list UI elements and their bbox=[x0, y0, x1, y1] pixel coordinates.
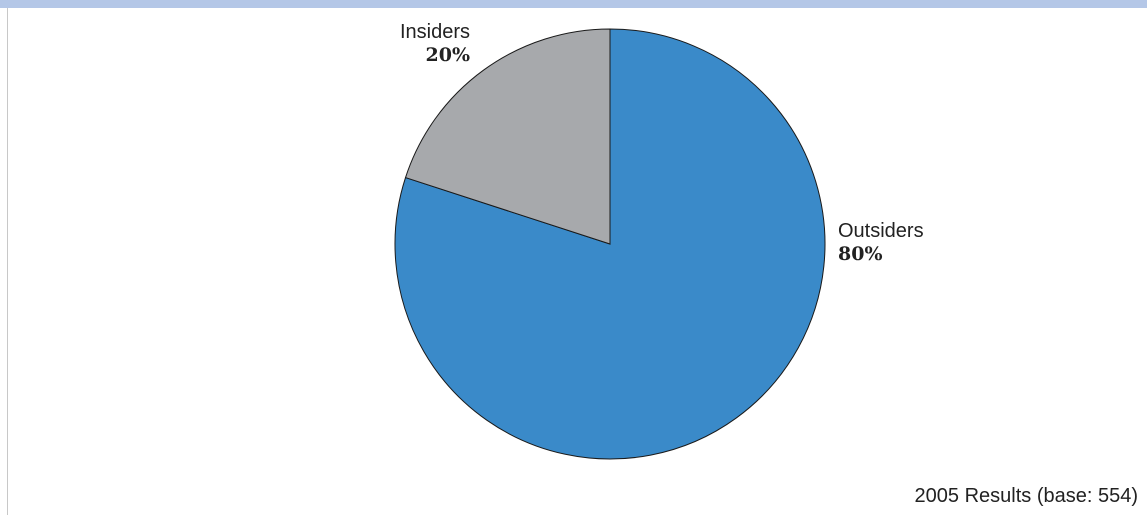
left-divider bbox=[7, 8, 8, 515]
pie-slices bbox=[394, 28, 826, 460]
results-footnote: 2005 Results (base: 554) bbox=[914, 485, 1138, 507]
outsiders-name: Outsiders bbox=[838, 220, 924, 242]
outsiders-percent: 80% bbox=[838, 243, 883, 265]
insiders-label: Insiders 20% bbox=[384, 20, 470, 67]
insiders-percent: 20% bbox=[425, 44, 471, 66]
pie-slice-insiders bbox=[404, 28, 611, 245]
insiders-name: Insiders bbox=[399, 21, 470, 43]
outsiders-label: Outsiders 80% bbox=[838, 219, 924, 266]
top-accent-bar bbox=[0, 0, 1147, 8]
